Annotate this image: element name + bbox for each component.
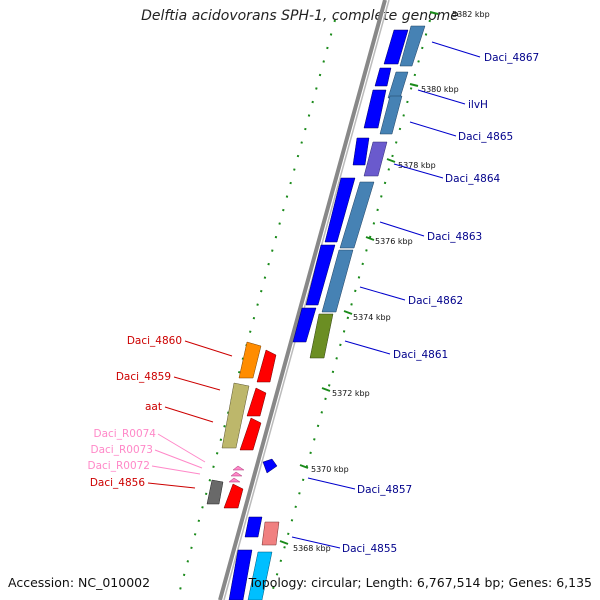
label-daci-4863[interactable]: Daci_4863 [427, 231, 482, 243]
connector [393, 163, 444, 179]
ruler-label: 5370 kbp [311, 465, 349, 474]
connector [431, 41, 481, 58]
gene-daci-r0074[interactable] [232, 465, 245, 471]
gene-daci-4865-b[interactable] [379, 95, 403, 135]
gene-daci-4859-b[interactable] [246, 387, 267, 417]
label-daci-4857[interactable]: Daci_4857 [357, 484, 412, 496]
ruler-tick [386, 158, 396, 163]
gene-ilvh-a[interactable] [374, 67, 392, 87]
ruler-label: 5378 kbp [398, 161, 436, 170]
connector [291, 536, 341, 549]
gene-daci-4856[interactable] [206, 479, 224, 505]
ruler-label: 5376 kbp [375, 237, 413, 246]
ruler-label: 5374 kbp [353, 313, 391, 322]
gene-daci-4857[interactable] [262, 458, 278, 474]
ruler-tick [365, 236, 375, 241]
ruler-tick [279, 540, 289, 545]
gene-daci-4864-a[interactable] [352, 137, 370, 166]
accession-text: Accession: NC_010002 [8, 575, 151, 590]
gene-daci-4863-a[interactable] [324, 177, 356, 243]
gene-ilvh[interactable] [387, 71, 409, 99]
forward-strand [228, 25, 426, 600]
gene-daci-4864[interactable] [363, 141, 388, 177]
genome-backbone-inner [223, 0, 390, 600]
connector [154, 449, 203, 469]
ruler-label: 5368 kbp [293, 544, 331, 553]
label-daci-r0073[interactable]: Daci_R0073 [91, 444, 153, 456]
connector [164, 406, 214, 423]
reverse-strand [206, 341, 277, 509]
forward-dotted-guide [269, 19, 431, 600]
gene-daci-4855-a[interactable] [244, 516, 263, 538]
reverse-dotted-guide [179, 19, 336, 591]
gene-bottom-a[interactable] [228, 549, 253, 600]
label-daci-4861[interactable]: Daci_4861 [393, 349, 448, 361]
label-daci-4860[interactable]: Daci_4860 [127, 335, 182, 347]
label-aat[interactable]: aat [145, 401, 162, 413]
connector [379, 221, 425, 237]
label-daci-r0072[interactable]: Daci_R0072 [88, 460, 150, 472]
gene-bottom-b[interactable] [247, 551, 273, 600]
label-ilvh[interactable]: ilvH [468, 99, 488, 111]
connector [173, 376, 221, 391]
connector [409, 121, 457, 137]
ruler-tick [321, 387, 331, 392]
gene-daci-4867-companion[interactable] [399, 25, 426, 67]
gene-daci-4862[interactable] [321, 249, 354, 313]
gene-daci-4862-a[interactable] [305, 244, 336, 306]
ruler-tick [299, 464, 309, 469]
gene-daci-r0072[interactable] [228, 477, 241, 483]
label-daci-4859[interactable]: Daci_4859 [116, 371, 171, 383]
gene-daci-4865[interactable] [363, 89, 387, 129]
reverse-label-connectors [147, 340, 233, 489]
label-daci-4855[interactable]: Daci_4855 [342, 543, 397, 555]
connector [157, 433, 206, 463]
connector [344, 340, 391, 355]
gene-daci-4860-b[interactable] [256, 349, 277, 383]
reverse-labels: Daci_4860 Daci_4859 aat Daci_R0074 Daci_… [88, 335, 182, 489]
gene-aat[interactable] [239, 417, 262, 451]
ruler-label: 5372 kbp [332, 389, 370, 398]
connector [151, 465, 201, 475]
label-daci-4862[interactable]: Daci_4862 [408, 295, 463, 307]
label-daci-4864[interactable]: Daci_4864 [445, 173, 501, 185]
label-daci-4865[interactable]: Daci_4865 [458, 131, 513, 143]
connector [359, 286, 406, 301]
connector [147, 482, 196, 489]
ruler-ticks [279, 11, 439, 545]
gene-daci-4855[interactable] [261, 521, 280, 546]
label-daci-r0074[interactable]: Daci_R0074 [94, 428, 157, 440]
ruler-tick [343, 310, 353, 315]
connector [184, 340, 233, 357]
ruler-tick [409, 83, 419, 87]
ruler-label: 5380 kbp [421, 85, 459, 94]
gene-daci-4863[interactable] [339, 181, 375, 249]
gene-daci-4856-b[interactable] [223, 483, 244, 509]
gene-daci-4859[interactable] [221, 382, 250, 449]
connector [417, 89, 466, 105]
label-daci-4867[interactable]: Daci_4867 [484, 52, 539, 64]
genome-backbone [218, 0, 387, 600]
gene-daci-4861-a[interactable] [292, 307, 317, 343]
connector [307, 477, 356, 490]
gene-daci-r0073[interactable] [230, 471, 243, 477]
genome-summary-text: Topology: circular; Length: 6,767,514 bp… [248, 575, 592, 590]
gene-daci-4867[interactable] [383, 29, 409, 65]
forward-label-connectors [291, 41, 481, 549]
ruler-tick [429, 11, 439, 15]
ruler-label: 5382 kbp [452, 10, 490, 19]
label-daci-4856[interactable]: Daci_4856 [90, 477, 146, 489]
gene-daci-4861[interactable] [309, 313, 334, 359]
gene-daci-4860[interactable] [238, 341, 262, 379]
forward-labels: Daci_4867 ilvH Daci_4865 Daci_4864 Daci_… [342, 52, 539, 555]
